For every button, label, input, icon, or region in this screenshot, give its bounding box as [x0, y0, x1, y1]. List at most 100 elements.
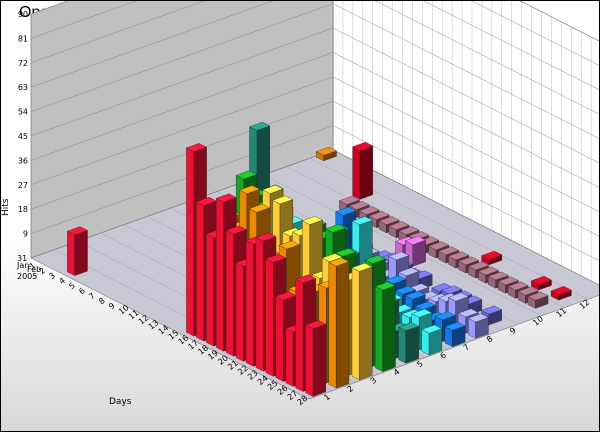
bar-series-2-day-19-top: [238, 185, 261, 194]
grid-line: [30, 3, 599, 139]
bar-series-1-day-21-front: [235, 262, 244, 362]
bar-series-7-day-28-top: [444, 321, 466, 331]
series-label: 9: [508, 326, 518, 336]
month-label-alt: Feb: [27, 265, 41, 274]
bar-series-6-day-28-top: [421, 324, 443, 334]
bar-series-10-day-17-top: [404, 236, 427, 245]
day-tick-label: 7: [87, 291, 97, 301]
bar-series-3-day-28-side: [359, 266, 373, 381]
bar-series-1-day-16-front: [186, 147, 194, 337]
bar-series-1-day-26-front: [285, 328, 294, 387]
series-label: 2: [346, 384, 356, 394]
series-label: 7: [462, 342, 472, 352]
bar-series-12-day-25-top: [530, 276, 552, 285]
bar-series-1-day-27-front: [295, 278, 304, 392]
bar-series-7-day-24-top: [404, 290, 426, 300]
bar-series-13-day-1-top: [315, 146, 337, 156]
grid-line: [30, 27, 599, 164]
y-tick-label-left: 27: [18, 181, 28, 190]
day-tick-label: 5: [67, 281, 77, 291]
bar-series-1-day-18-front: [206, 233, 214, 347]
bar-series-4-day-23-top: [325, 224, 347, 233]
bar-series-3-day-23-top: [301, 216, 324, 225]
bar-series-11-day-9-top: [348, 201, 370, 210]
y-tick-label-left: 54: [18, 108, 28, 117]
bar-series-11-day-17-top: [428, 241, 450, 251]
bar-series-9-day-23-top: [441, 285, 463, 295]
first-day-label: 31: [17, 254, 27, 263]
bar-series-1-day-16-top: [185, 143, 208, 152]
bar-series-12-day-7-top: [352, 142, 374, 151]
bar-series-7-day-25-top: [414, 301, 436, 311]
grid-line: [30, 100, 599, 237]
bar-series-11-day-13-top: [388, 221, 410, 230]
bar-series-1-day-24-top: [265, 253, 287, 263]
series-label: 3: [369, 376, 379, 386]
bar-series-1-day-22-front: [245, 240, 254, 367]
series-label: 4: [392, 367, 402, 377]
y-tick-label-left: 36: [18, 156, 28, 165]
grid-line: [30, 1, 599, 115]
day-tick-label: 6: [77, 286, 87, 296]
bar-series-11-day-8-top: [338, 196, 360, 205]
bar-series-1-day-24-front: [265, 258, 274, 377]
bar-series-12-day-27-top: [550, 286, 572, 295]
bar-series-11-day-20-top: [457, 256, 480, 266]
bar-series-2-day-28-side: [336, 261, 350, 389]
y-tick-label-left: 9: [23, 230, 28, 239]
month-label: Jan: [16, 261, 29, 270]
day-tick-label: 4: [57, 276, 67, 286]
bar-series-5-day-13-top: [249, 121, 271, 131]
bar-series-1-day-4-front: [67, 230, 75, 276]
series-label: 6: [438, 351, 448, 361]
bar-series-6-day-28-front: [421, 329, 430, 356]
bar-series-4-day-24-top: [335, 248, 357, 257]
bar-series-3-day-25-top: [321, 253, 343, 262]
bar-series-12-day-20-top: [481, 250, 503, 260]
bar-series-5-day-28-front: [398, 326, 407, 364]
bar-series-11-day-23-top: [487, 271, 509, 281]
grid-line: [30, 1, 599, 66]
bar-series-7-day-22-top: [384, 275, 407, 285]
bar-series-1-day-19-front: [216, 198, 224, 352]
y-tick-label-left: 72: [18, 59, 28, 68]
bar-series-4-day-14-top: [235, 170, 257, 180]
bar-series-2-day-23-top: [278, 240, 300, 250]
bar-series-1-day-25-front: [275, 296, 284, 382]
bar-series-1-day-23-top: [255, 232, 277, 242]
bar-series-7-day-17-top: [335, 206, 357, 216]
bar-series-1-day-28-side: [312, 323, 326, 397]
bar-series-3-day-20-top: [272, 195, 294, 205]
grid-line: [30, 52, 599, 188]
bar-series-11-day-24-top: [497, 276, 519, 286]
x-axis-label: Days: [109, 397, 132, 407]
year-label: 2005: [17, 272, 37, 281]
bar-series-6-day-27-top: [411, 308, 433, 318]
bar-series-1-day-28-top: [305, 320, 327, 329]
bar-series-3-day-28-top: [351, 262, 373, 272]
day-tick-label: 1: [28, 261, 38, 271]
bar-series-11-day-19-top: [448, 251, 470, 261]
bar-series-11-day-11-top: [368, 211, 390, 220]
bar-series-1-day-27-top: [295, 274, 317, 284]
bar-series-12-day-7-side: [359, 145, 373, 200]
bar-series-3-day-28-front: [351, 267, 360, 381]
day-tick-label: 8: [97, 296, 107, 306]
bar-series-11-day-27-top: [527, 291, 549, 301]
day-tick-label: 2: [38, 266, 48, 276]
bar-series-11-day-22-top: [477, 266, 499, 276]
bar-series-4-day-28-side: [382, 285, 396, 372]
bar-series-8-day-27-top: [457, 308, 479, 318]
bar-series-1-day-17-front: [196, 201, 204, 342]
y-tick-label-left: 90: [18, 10, 28, 19]
bar-series-11-day-12-top: [378, 216, 400, 225]
bar-series-4-day-27-top: [364, 255, 386, 264]
y-tick-label-left: 63: [18, 83, 28, 92]
bar-series-1-day-19-top: [215, 193, 237, 203]
bar-series-3-day-19-top: [262, 185, 284, 194]
bar-series-2-day-28-top: [328, 257, 350, 267]
bar-series-7-day-27-top: [434, 311, 456, 321]
bar-series-9-day-27-top: [481, 305, 503, 315]
y-tick-label-left: 18: [18, 205, 28, 214]
